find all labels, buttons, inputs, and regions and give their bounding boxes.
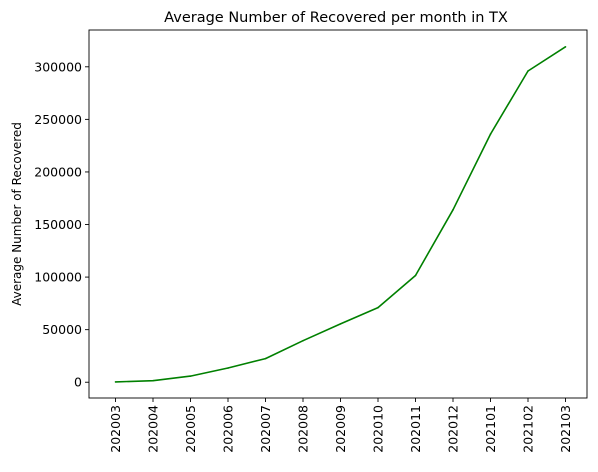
y-axis: 0 50000 100000 150000 200000 250000 300000	[34, 59, 89, 390]
data-point	[114, 381, 117, 383]
x-tick-label: 202101	[483, 405, 498, 453]
data-point	[189, 375, 192, 377]
data-point	[227, 367, 229, 369]
x-tick-label: 202003	[108, 405, 123, 453]
data-point	[339, 323, 342, 325]
data-point	[452, 208, 454, 211]
y-tick-label: 250000	[34, 112, 82, 127]
x-tick-label: 202008	[296, 405, 311, 453]
data-point	[527, 70, 529, 72]
x-tick-label: 202103	[558, 405, 573, 453]
chart-title: Average Number of Recovered per month in…	[164, 10, 508, 26]
x-tick-label: 202005	[183, 405, 198, 453]
x-tick-label: 202007	[258, 405, 273, 453]
y-axis-label: Average Number of Recovered	[10, 122, 24, 306]
x-tick-label: 202006	[221, 405, 236, 453]
y-tick-label: 200000	[34, 164, 82, 179]
y-tick-label: 0	[74, 375, 82, 390]
data-point	[302, 339, 304, 342]
x-axis: 202003 202004 202005 202006 202007 202008 2020…	[108, 398, 573, 453]
x-tick-label: 202102	[521, 405, 536, 453]
y-tick-label: 300000	[34, 59, 82, 74]
data-point	[564, 46, 567, 48]
data-point	[489, 133, 492, 135]
data-point	[264, 357, 267, 360]
y-tick-label: 150000	[34, 217, 82, 232]
series-layer	[114, 46, 567, 383]
y-tick-label: 100000	[34, 270, 82, 285]
data-point	[152, 379, 154, 382]
x-tick-label: 202011	[408, 405, 423, 453]
x-tick-label: 202012	[446, 405, 461, 453]
plot-frame	[88, 29, 588, 399]
x-tick-label: 202004	[146, 405, 161, 453]
y-tick-label: 50000	[42, 322, 82, 337]
x-tick-label: 202010	[371, 405, 386, 453]
data-point	[377, 306, 379, 309]
x-tick-label: 202009	[333, 405, 348, 453]
data-point	[414, 274, 417, 277]
